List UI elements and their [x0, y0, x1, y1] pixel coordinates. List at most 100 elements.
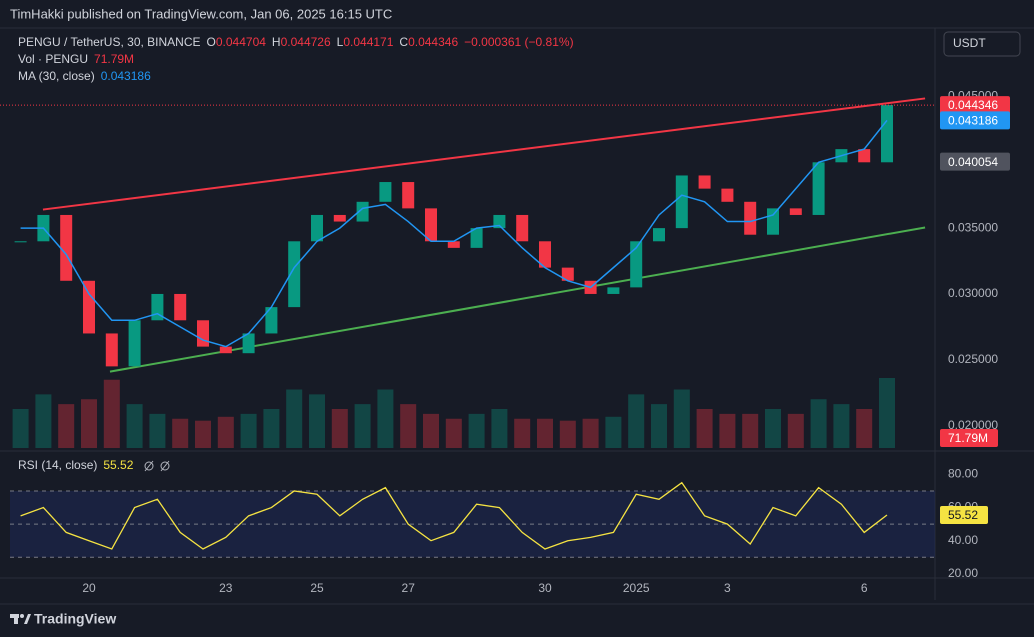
- volume-bar: [377, 389, 394, 448]
- x-tick-label: 30: [538, 581, 552, 595]
- candle: [539, 241, 551, 268]
- brand-logo: [10, 614, 31, 624]
- candle: [83, 280, 95, 334]
- candle: [653, 228, 665, 242]
- volume-bar: [468, 413, 485, 448]
- candle: [447, 241, 460, 248]
- currency[interactable]: USDT: [953, 36, 986, 50]
- close-label: C: [399, 35, 408, 49]
- trendline: [42, 97, 926, 211]
- volume-bar: [696, 408, 713, 448]
- volume-bar: [263, 408, 280, 448]
- candle: [561, 267, 574, 281]
- volume-bar: [582, 418, 599, 448]
- y-tick-label: 0.030000: [948, 286, 998, 300]
- volume-bar: [331, 408, 348, 448]
- volume-bar: [742, 413, 759, 448]
- volume-bar: [195, 420, 211, 448]
- rsi-icons[interactable]: [144, 460, 170, 472]
- candle: [744, 201, 757, 235]
- price-label: 0.044346: [948, 98, 998, 112]
- volume-bar: [719, 413, 736, 448]
- candle: [128, 320, 141, 367]
- plot: 0.0200000.0250000.0300000.0350000.045000…: [0, 89, 1010, 595]
- open: 0.044704: [216, 35, 266, 49]
- icon[interactable]: [160, 460, 170, 472]
- price-label-box: [940, 111, 1010, 130]
- published-note: TimHakki published on TradingView.com, J…: [10, 6, 392, 21]
- candle: [402, 182, 415, 209]
- volume-bar: [605, 416, 622, 448]
- candle: [675, 175, 688, 229]
- volume-bar: [354, 404, 371, 448]
- volume-bar: [628, 394, 645, 448]
- icon[interactable]: [144, 461, 154, 471]
- volume-bar: [537, 418, 553, 448]
- volume-label: 71.79M: [948, 431, 988, 445]
- y-tick-label: 0.035000: [948, 220, 998, 234]
- x-tick-label: 3: [724, 581, 731, 595]
- candle: [60, 214, 73, 281]
- candle: [789, 208, 802, 215]
- candle: [516, 214, 529, 242]
- candle: [151, 293, 164, 321]
- candle: [356, 201, 369, 222]
- candle: [630, 241, 643, 288]
- candle: [174, 293, 187, 321]
- volume-bar: [309, 394, 325, 448]
- low-label: L: [337, 35, 344, 49]
- volume-bar: [217, 416, 234, 448]
- candle: [858, 149, 871, 163]
- volume-value: 71.79M: [94, 52, 134, 66]
- volume-bar: [673, 389, 690, 448]
- candle: [333, 214, 346, 222]
- candle: [881, 105, 893, 163]
- candle: [14, 241, 27, 243]
- volume-bar: [765, 408, 781, 448]
- candle: [721, 188, 734, 202]
- symbol: PENGU / TetherUS, 30, BINANCE: [18, 35, 201, 49]
- icon[interactable]: [160, 461, 170, 471]
- candle: [767, 208, 779, 235]
- volume-bar: [559, 420, 576, 448]
- y-tick-label: 0.020000: [948, 418, 998, 432]
- brand: TradingView: [34, 611, 116, 627]
- volume-bar: [35, 394, 52, 448]
- candle: [197, 320, 209, 347]
- rsi-value: 55.52: [103, 458, 133, 472]
- logo-part: [20, 614, 24, 618]
- candle: [311, 214, 323, 242]
- rsi-name: RSI (14, close): [18, 458, 97, 472]
- x-tick-label: 27: [402, 581, 416, 595]
- candle: [493, 214, 506, 229]
- high-label: H: [272, 35, 281, 49]
- candle: [698, 175, 711, 189]
- x-tick-label: 23: [219, 581, 233, 595]
- candle: [425, 208, 437, 242]
- legend-main: PENGU / TetherUS, 30, BINANCE O0.044704 H0…: [18, 35, 574, 49]
- volume-name: Vol · PENGU: [18, 52, 88, 66]
- volume-bar: [286, 389, 303, 448]
- volume-bar: [172, 418, 189, 448]
- price-label: 0.040054: [948, 155, 998, 169]
- candle: [242, 333, 255, 354]
- x-tick-label: 20: [82, 581, 96, 595]
- ma-name: MA (30, close): [18, 69, 95, 83]
- candle: [607, 287, 620, 294]
- price-label-box: [940, 96, 1010, 115]
- y-tick-label: 20.00: [948, 566, 978, 580]
- rsi-label: 55.52: [948, 508, 978, 522]
- candle: [288, 241, 301, 308]
- icon[interactable]: [144, 460, 154, 472]
- close: 0.044346: [408, 35, 458, 49]
- volume-bar: [103, 379, 120, 448]
- candle: [470, 228, 483, 248]
- rsi-label-box: [940, 505, 988, 524]
- currency-button[interactable]: [943, 31, 1021, 57]
- volume-bar: [445, 418, 462, 448]
- rsi-line: [20, 481, 888, 550]
- volume-bar: [491, 408, 508, 448]
- change: −0.000361 (−0.81%): [464, 35, 573, 49]
- volume-bar: [651, 404, 667, 448]
- candle: [812, 162, 825, 215]
